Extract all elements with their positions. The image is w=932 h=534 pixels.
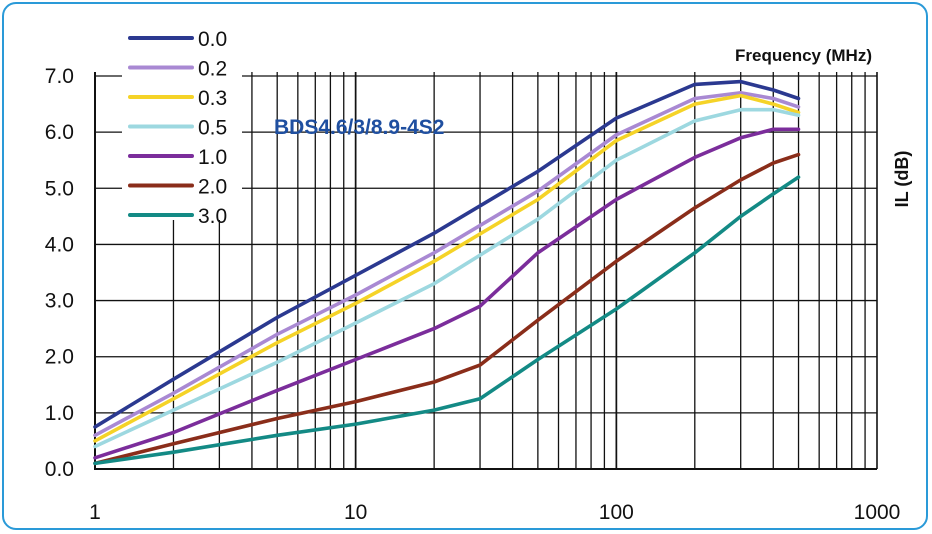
- x-tick-label: 100: [599, 501, 634, 524]
- y-axis-label: IL (dB): [892, 151, 912, 208]
- insertion-loss-chart: 0.01.02.03.04.05.06.07.01 10 100 1000 0.00.…: [45, 22, 912, 524]
- y-tick-label: 7.0: [45, 65, 74, 88]
- y-tick-label: 6.0: [45, 121, 74, 144]
- legend-label: 0.0: [198, 28, 227, 51]
- series-lines: [93, 79, 801, 466]
- chart-title: BDS4.6/3/8.9-4S2: [274, 116, 444, 139]
- legend: 0.0 0.2 0.3 0.5 1.0 2.0 3.0: [128, 28, 227, 228]
- legend-label: 3.0: [198, 205, 227, 228]
- legend-label: 0.2: [198, 58, 227, 81]
- series-line-0-2: [93, 91, 801, 438]
- legend-label: 0.5: [198, 117, 227, 140]
- y-tick-label: 2.0: [45, 346, 74, 369]
- legend-label: 0.3: [198, 87, 227, 110]
- series-line-0-0: [93, 79, 801, 429]
- x-tick-label: 1000: [854, 501, 901, 524]
- series-line-1-0: [93, 127, 801, 460]
- series-line-2-0: [93, 152, 801, 466]
- y-tick-label: 1.0: [45, 402, 74, 425]
- x-tick-label: 10: [344, 501, 367, 524]
- tick-labels: 0.0 1.0 2.0 3.0 4.0 5.0 6.0 7.0 1 10 100 1000: [45, 65, 901, 524]
- series-line-0-3: [93, 93, 801, 443]
- series-line-0-5: [93, 107, 801, 449]
- x-axis-label: Frequency (MHz): [735, 46, 872, 65]
- axes: [94, 72, 877, 470]
- legend-label: 2.0: [198, 176, 227, 199]
- y-tick-label: 5.0: [45, 177, 74, 200]
- series-line-3-0: [93, 175, 801, 466]
- y-tick-label: 4.0: [45, 233, 74, 256]
- xlabel-background: [672, 42, 874, 66]
- y-tick-label: 0.0: [45, 458, 74, 481]
- x-tick-label: 1: [89, 501, 101, 524]
- legend-label: 1.0: [198, 146, 227, 169]
- y-tick-label: 3.0: [45, 290, 74, 313]
